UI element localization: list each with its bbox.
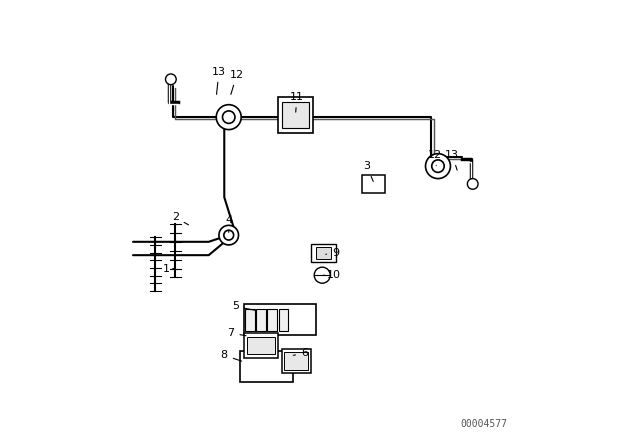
- Circle shape: [314, 267, 330, 283]
- Circle shape: [426, 154, 451, 179]
- Text: 4: 4: [225, 215, 232, 233]
- Bar: [278, 97, 314, 133]
- Bar: [278, 309, 289, 331]
- Bar: [257, 309, 266, 331]
- Text: 13: 13: [212, 67, 226, 95]
- Bar: [268, 309, 277, 331]
- Bar: [282, 102, 309, 128]
- Bar: [240, 351, 293, 382]
- Circle shape: [223, 111, 235, 123]
- Bar: [244, 333, 278, 358]
- Text: 3: 3: [364, 161, 373, 181]
- Circle shape: [216, 105, 241, 129]
- Circle shape: [224, 230, 234, 240]
- Bar: [246, 355, 287, 378]
- Text: 9: 9: [326, 248, 339, 258]
- Bar: [244, 304, 316, 335]
- Bar: [284, 352, 308, 370]
- Text: 2: 2: [172, 212, 188, 225]
- Text: 12: 12: [428, 150, 442, 166]
- Text: 7: 7: [227, 328, 246, 338]
- Bar: [311, 244, 335, 262]
- Text: 1: 1: [163, 263, 175, 274]
- Text: 13: 13: [445, 150, 460, 170]
- Text: 10: 10: [324, 270, 341, 280]
- Bar: [316, 247, 331, 259]
- Text: 5: 5: [232, 302, 255, 311]
- Text: 8: 8: [221, 350, 242, 361]
- Bar: [362, 175, 385, 193]
- Circle shape: [432, 160, 444, 172]
- Text: 12: 12: [230, 70, 244, 95]
- Text: 11: 11: [290, 92, 304, 112]
- Circle shape: [166, 74, 176, 85]
- Text: 6: 6: [293, 348, 308, 358]
- Bar: [246, 336, 275, 354]
- Text: 00004577: 00004577: [460, 419, 507, 429]
- Bar: [282, 349, 311, 373]
- Circle shape: [219, 225, 239, 245]
- Circle shape: [467, 179, 478, 189]
- Bar: [245, 309, 255, 331]
